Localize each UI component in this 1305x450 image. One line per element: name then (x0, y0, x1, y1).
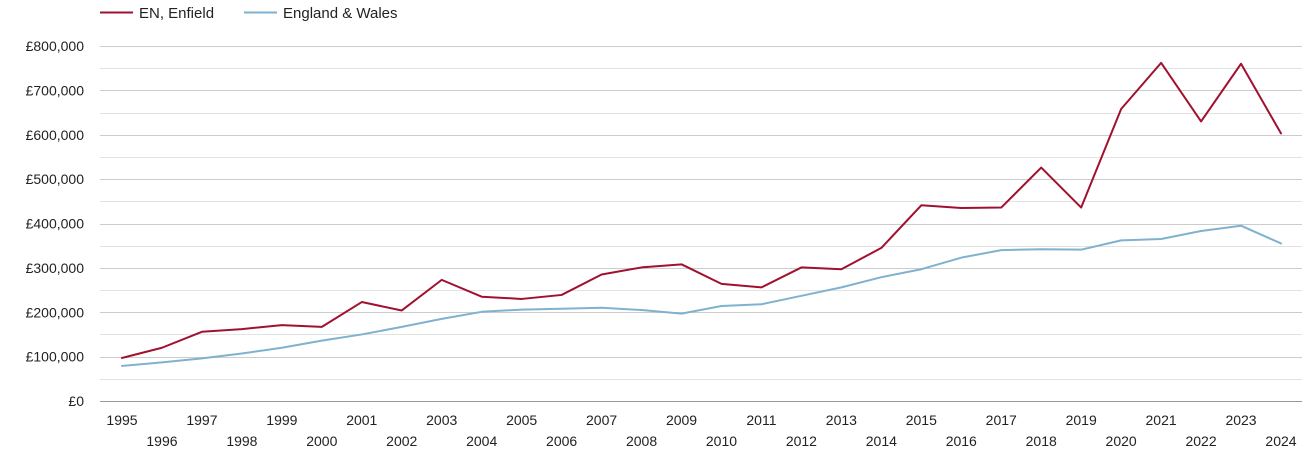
y-axis-tick-labels: £0 £100,000 £200,000 £300,000 £400,000 £500,0… (26, 38, 85, 409)
x-tick-label: 2019 (1066, 412, 1097, 428)
y-tick-label: £800,000 (26, 38, 85, 54)
x-tick-label: 1995 (106, 412, 137, 428)
legend-label: England & Wales (283, 5, 398, 22)
y-tick-label: £300,000 (26, 260, 85, 276)
x-tick-label: 2017 (986, 412, 1017, 428)
x-tick-label: 2012 (786, 433, 817, 449)
x-tick-label: 1999 (266, 412, 297, 428)
x-tick-label: 1998 (226, 433, 257, 449)
x-axis-tick-labels: 1995 1996 1997 1998 1999 2000 2001 2002 2003 2004… (106, 412, 1296, 449)
legend-label: EN, Enfield (139, 5, 214, 22)
x-tick-label: 2009 (666, 412, 697, 428)
y-tick-label: £400,000 (26, 216, 85, 232)
x-tick-label: 2011 (746, 412, 776, 428)
y-tick-label: £100,000 (26, 349, 85, 365)
x-tick-label: 2007 (586, 412, 617, 428)
series-line (121, 61, 1282, 359)
x-tick-label: 2000 (306, 433, 337, 449)
series-line (121, 224, 1282, 367)
x-tick-label: 2015 (906, 412, 937, 428)
x-tick-label: 1997 (186, 412, 217, 428)
x-tick-label: 2006 (546, 433, 577, 449)
x-tick-label: 2023 (1225, 412, 1256, 428)
x-tick-label: 2013 (826, 412, 857, 428)
x-tick-label: 2008 (626, 433, 657, 449)
y-tick-label: £600,000 (26, 127, 85, 143)
legend: EN, Enfield England & Wales (100, 5, 398, 22)
y-tick-label: £700,000 (26, 82, 85, 98)
x-tick-label: 2022 (1185, 433, 1216, 449)
y-tick-label: £0 (68, 393, 84, 409)
x-tick-label: 2024 (1265, 433, 1296, 449)
y-tick-label: £500,000 (26, 171, 85, 187)
gridlines (100, 46, 1302, 402)
x-tick-label: 2016 (946, 433, 977, 449)
x-tick-label: 2018 (1026, 433, 1057, 449)
x-tick-label: 2021 (1146, 412, 1177, 428)
x-tick-label: 2020 (1106, 433, 1137, 449)
y-tick-label: £200,000 (26, 304, 85, 320)
x-tick-label: 2005 (506, 412, 537, 428)
x-tick-label: 2010 (706, 433, 737, 449)
x-tick-label: 2002 (386, 433, 417, 449)
series-lines (121, 61, 1282, 367)
x-tick-label: 1996 (146, 433, 177, 449)
x-tick-label: 2004 (466, 433, 497, 449)
x-tick-label: 2003 (426, 412, 457, 428)
x-tick-label: 2001 (346, 412, 377, 428)
x-tick-label: 2014 (866, 433, 897, 449)
